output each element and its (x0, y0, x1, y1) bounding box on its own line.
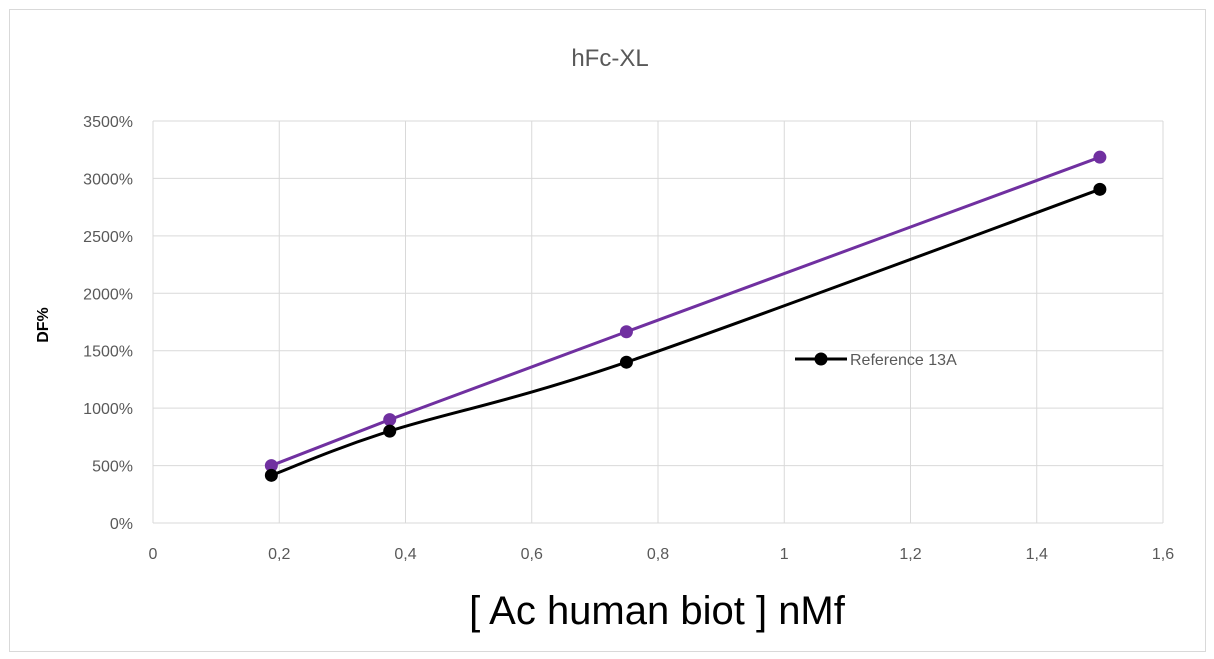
legend: Reference 13A (795, 352, 957, 369)
grid-layer (152, 120, 1164, 524)
y-tick-label: 3000% (83, 171, 133, 188)
data-point-series-1 (383, 424, 397, 438)
x-tick-label: 0,2 (268, 546, 290, 563)
y-axis-label: DF% (35, 307, 52, 343)
x-tick-label: 1,6 (1152, 546, 1174, 563)
series-line-0 (270, 155, 1101, 467)
x-tick-label: 1,4 (1026, 546, 1048, 563)
data-point-series-0 (1093, 150, 1107, 164)
y-tick-label: 2500% (83, 229, 133, 246)
chart-title: hFc-XL (571, 45, 648, 72)
x-tick-label: 0,8 (647, 546, 669, 563)
x-tick-label: 1 (780, 546, 789, 563)
y-tick-label: 3500% (83, 114, 133, 131)
data-point-series-1 (1093, 182, 1107, 196)
y-tick-label: 2000% (83, 286, 133, 303)
x-tick-label: 0 (149, 546, 158, 563)
data-point-series-0 (383, 413, 397, 427)
x-tick-label: 1,2 (899, 546, 921, 563)
y-tick-label: 0% (110, 516, 133, 533)
x-tick-label: 0,6 (521, 546, 543, 563)
y-tick-label: 500% (92, 459, 133, 476)
data-point-series-1 (264, 468, 278, 482)
series-line-1 (270, 187, 1101, 477)
chart-frame (9, 9, 1206, 652)
data-point-series-1 (619, 355, 633, 369)
data-point-series-0 (264, 459, 278, 473)
legend-label-reference-13a: Reference 13A (850, 352, 957, 369)
x-tick-label: 0,4 (394, 546, 416, 563)
x-axis-label: [ Ac human biot ] nMf (469, 589, 846, 633)
data-point-series-0 (619, 325, 633, 339)
y-tick-labels: 0% 500% 1000% 1500% 2000% 2500% 3000% 3500% (83, 114, 133, 533)
series-layer (264, 150, 1107, 482)
y-tick-label: 1500% (83, 344, 133, 361)
y-tick-label: 1000% (83, 401, 133, 418)
legend-marker-reference-13a (814, 352, 828, 366)
x-tick-labels: 0 0,2 0,4 0,6 0,8 1 1,2 1,4 1,6 (149, 546, 1175, 563)
